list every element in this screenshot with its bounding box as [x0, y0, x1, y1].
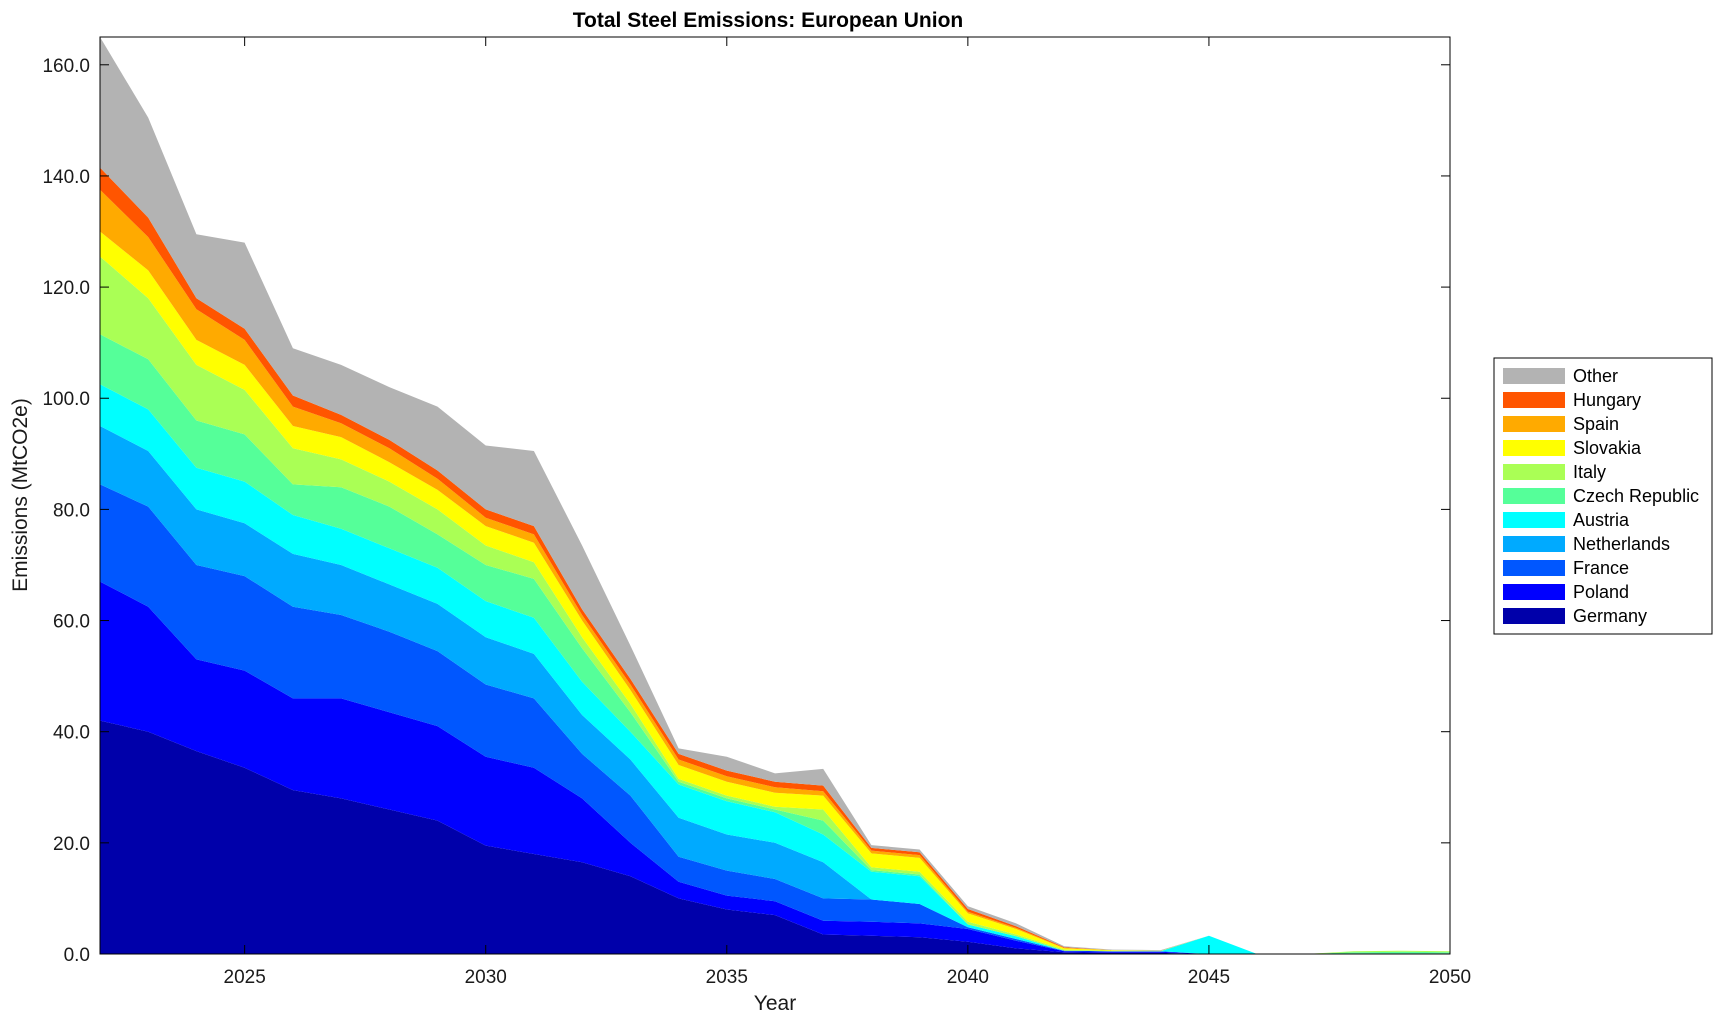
area-germany — [100, 720, 1450, 954]
legend-label-slovakia: Slovakia — [1573, 438, 1642, 458]
legend-label-spain: Spain — [1573, 414, 1619, 434]
legend-label-czech-republic: Czech Republic — [1573, 486, 1699, 506]
area-netherlands — [100, 426, 1450, 954]
y-tick-label-160: 160.0 — [42, 56, 90, 77]
y-tick-label-140: 140.0 — [42, 167, 90, 188]
legend-label-other: Other — [1573, 366, 1618, 386]
plot-frame — [99, 36, 1451, 955]
axis-ticks: 2025 2030 2035 2040 2045 2050 0.0 20.0 40.0 60.0 8… — [42, 37, 1471, 988]
legend-label-austria: Austria — [1573, 510, 1630, 530]
legend-swatch-poland — [1503, 584, 1565, 600]
legend-swatch-italy — [1503, 464, 1565, 480]
y-tick-label-20: 20.0 — [53, 834, 90, 855]
legend-swatch-germany — [1503, 608, 1565, 624]
legend-swatch-netherlands — [1503, 536, 1565, 552]
y-tick-label-0: 0.0 — [64, 945, 90, 966]
y-tick-label-60: 60.0 — [53, 612, 90, 633]
stacked-areas — [100, 37, 1450, 955]
legend-label-germany: Germany — [1573, 606, 1647, 626]
y-tick-label-120: 120.0 — [42, 278, 90, 299]
legend-swatch-other — [1503, 368, 1565, 384]
legend-swatch-hungary — [1503, 392, 1565, 408]
legend-label-hungary: Hungary — [1573, 390, 1641, 410]
legend-label-italy: Italy — [1573, 462, 1606, 482]
x-tick-label-2025: 2025 — [224, 967, 266, 988]
x-tick-label-2040: 2040 — [947, 967, 989, 988]
x-tick-label-2035: 2035 — [706, 967, 748, 988]
legend-swatch-czech-republic — [1503, 488, 1565, 504]
x-tick-label-2045: 2045 — [1188, 967, 1230, 988]
legend-label-france: France — [1573, 558, 1629, 578]
area-poland — [100, 581, 1450, 954]
legend-swatch-austria — [1503, 512, 1565, 528]
legend-label-netherlands: Netherlands — [1573, 534, 1670, 554]
y-axis-title: Emissions (MtCO2e) — [9, 398, 32, 592]
legend-swatch-spain — [1503, 416, 1565, 432]
chart-title: Total Steel Emissions: European Union — [573, 9, 964, 32]
legend-label-poland: Poland — [1573, 582, 1629, 602]
y-tick-label-100: 100.0 — [42, 389, 90, 410]
area-austria — [100, 384, 1450, 954]
legend-swatch-france — [1503, 560, 1565, 576]
y-tick-label-80: 80.0 — [53, 500, 90, 521]
x-axis-title: Year — [754, 992, 796, 1015]
legend: Other Hungary Spain Slovakia Italy Czech Repu… — [1493, 357, 1713, 635]
legend-swatch-slovakia — [1503, 440, 1565, 456]
x-tick-label-2050: 2050 — [1429, 967, 1471, 988]
y-tick-label-40: 40.0 — [53, 723, 90, 744]
x-tick-label-2030: 2030 — [465, 967, 507, 988]
